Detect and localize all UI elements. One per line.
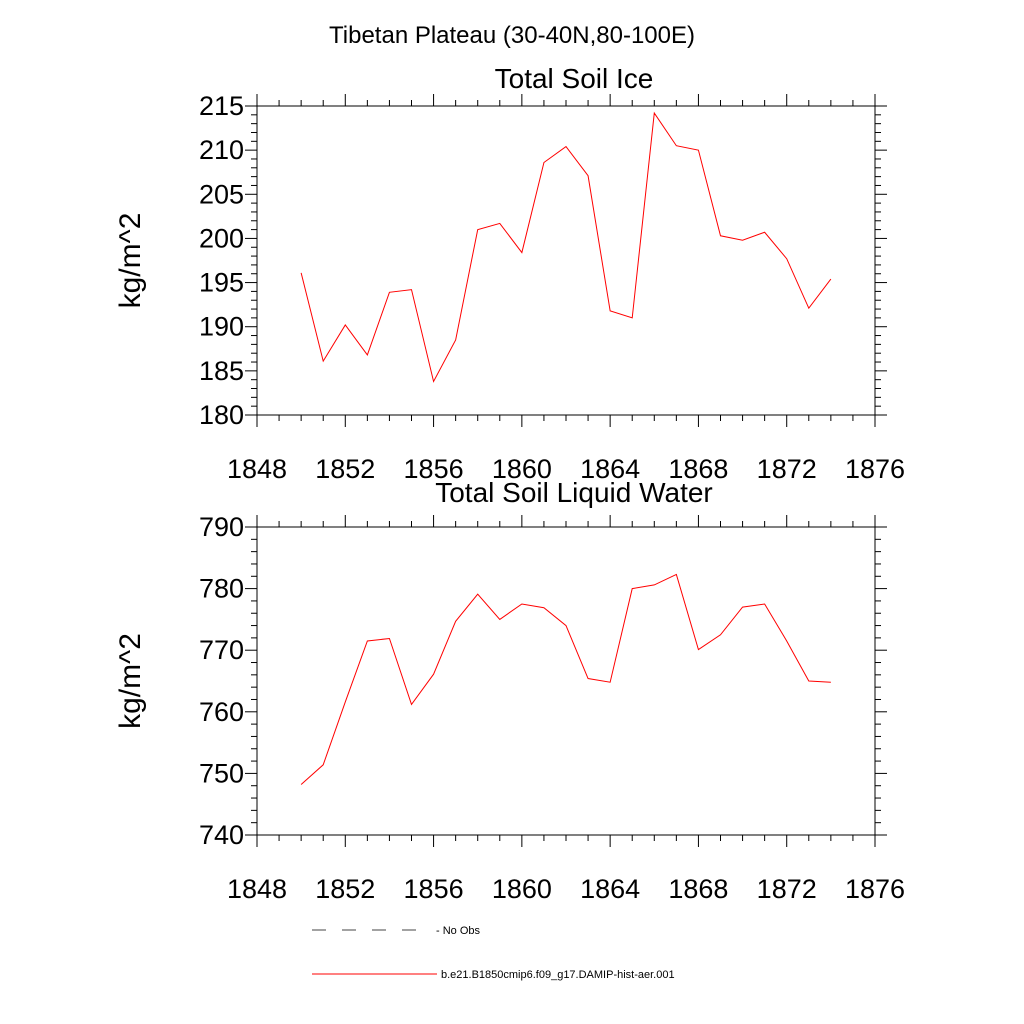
data-point <box>808 681 809 682</box>
data-point <box>588 678 589 679</box>
data-point <box>742 240 743 241</box>
y-tick-label: 205 <box>199 179 244 209</box>
data-point <box>632 588 633 589</box>
figure-title: Tibetan Plateau (30-40N,80-100E) <box>329 22 695 49</box>
data-point <box>764 604 765 605</box>
data-point <box>698 649 699 650</box>
data-point <box>367 640 368 641</box>
data-point <box>566 625 567 626</box>
y-tick-label: 760 <box>199 697 244 727</box>
data-point <box>389 638 390 639</box>
y-axis-label: kg/m^2 <box>114 213 147 309</box>
data-point <box>411 289 412 290</box>
x-tick-label: 1876 <box>845 874 905 904</box>
y-tick-label: 195 <box>199 268 244 298</box>
x-tick-label: 1864 <box>580 454 640 484</box>
x-tick-label: 1848 <box>227 874 287 904</box>
data-point <box>566 146 567 147</box>
plot-frame <box>256 526 876 836</box>
data-point <box>610 310 611 311</box>
x-tick-label: 1872 <box>757 874 817 904</box>
series-line-1 <box>300 111 832 383</box>
x-tick-label: 1848 <box>227 454 287 484</box>
data-point <box>301 784 302 785</box>
data-point <box>742 607 743 608</box>
y-tick-label: 190 <box>199 312 244 342</box>
legend-label: b.e21.B1850cmip6.f09_g17.DAMIP-hist-aer.… <box>441 969 675 981</box>
data-point <box>499 223 500 224</box>
y-tick-label: 210 <box>199 135 244 165</box>
y-tick-label: 200 <box>199 223 244 253</box>
data-point <box>830 682 831 683</box>
chart-panel-2: Total Soil Liquid Water 1848 1852 1856 1860 1… <box>114 477 905 904</box>
data-point <box>323 361 324 362</box>
series-line-1 <box>300 573 831 785</box>
data-point <box>720 235 721 236</box>
data-point <box>521 604 522 605</box>
panel-title: Total Soil Ice <box>495 63 654 94</box>
data-point <box>720 634 721 635</box>
data-point <box>543 607 544 608</box>
data-point <box>433 674 434 675</box>
y-tick-label: 780 <box>199 574 244 604</box>
y-tick-label: 790 <box>199 512 244 542</box>
data-point <box>477 594 478 595</box>
x-tick-label: 1876 <box>845 454 905 484</box>
data-point <box>676 145 677 146</box>
x-tick-label: 1856 <box>404 874 464 904</box>
data-point <box>698 150 699 151</box>
y-axis-label: kg/m^2 <box>114 633 147 729</box>
y-tick-label: 750 <box>199 758 244 788</box>
panel-title: Total Soil Liquid Water <box>435 477 713 508</box>
data-point <box>830 279 831 280</box>
data-point <box>808 308 809 309</box>
data-point <box>411 704 412 705</box>
data-point <box>654 584 655 585</box>
x-tick-label: 1868 <box>668 874 728 904</box>
y-tick-label: 770 <box>199 635 244 665</box>
data-point <box>764 232 765 233</box>
y-tick-label: 180 <box>199 400 244 430</box>
data-point <box>588 175 589 176</box>
data-point <box>632 317 633 318</box>
data-point <box>676 574 677 575</box>
data-point <box>477 229 478 230</box>
x-tick-label: 1860 <box>492 874 552 904</box>
data-point <box>654 113 655 114</box>
x-tick-label: 1852 <box>315 454 375 484</box>
data-point <box>455 339 456 340</box>
data-point <box>345 324 346 325</box>
y-tick-label: 740 <box>199 820 244 850</box>
data-point <box>389 292 390 293</box>
data-point <box>543 162 544 163</box>
legend-entry: b.e21.B1850cmip6.f09_g17.DAMIP-hist-aer.… <box>312 969 675 981</box>
x-tick-label: 1856 <box>404 454 464 484</box>
data-point <box>323 764 324 765</box>
y-tick-label: 185 <box>199 356 244 386</box>
x-tick-label: 1852 <box>315 874 375 904</box>
legend: - No Obs b.e21.B1850cmip6.f09_g17.DAMIP-h… <box>312 925 675 981</box>
data-point <box>345 701 346 702</box>
plot-frame <box>256 105 876 416</box>
legend-entry: - No Obs <box>312 925 481 937</box>
x-tick-label: 1860 <box>492 454 552 484</box>
data-point <box>786 258 787 259</box>
data-point <box>499 619 500 620</box>
data-point <box>786 640 787 641</box>
data-point <box>521 252 522 253</box>
legend-label: - No Obs <box>436 925 481 937</box>
data-point <box>433 381 434 382</box>
chart-panels: Total Soil Ice 1848 1852 1856 1860 1864 1868 18… <box>114 63 905 904</box>
data-point <box>301 272 302 273</box>
data-point <box>455 621 456 622</box>
x-tick-label: 1864 <box>580 874 640 904</box>
y-tick-label: 215 <box>199 91 244 121</box>
x-tick-label: 1868 <box>668 454 728 484</box>
chart-panel-1: Total Soil Ice 1848 1852 1856 1860 1864 1868 18… <box>114 63 905 484</box>
data-point <box>367 354 368 355</box>
x-tick-label: 1872 <box>757 454 817 484</box>
data-point <box>610 682 611 683</box>
